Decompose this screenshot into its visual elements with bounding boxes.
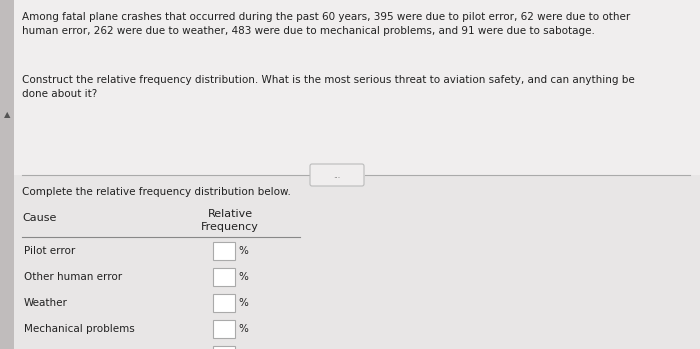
Text: Complete the relative frequency distribution below.: Complete the relative frequency distribu… — [22, 187, 291, 197]
Text: Mechanical problems: Mechanical problems — [24, 324, 134, 334]
Bar — [213, 294, 235, 312]
Text: Cause: Cause — [22, 213, 57, 223]
Text: Construct the relative frequency distribution. What is the most serious threat t: Construct the relative frequency distrib… — [22, 75, 635, 99]
Text: Frequency: Frequency — [201, 222, 259, 232]
Text: ▲: ▲ — [4, 111, 10, 119]
Text: %: % — [238, 324, 248, 334]
Text: %: % — [238, 298, 248, 308]
FancyBboxPatch shape — [310, 164, 364, 186]
Bar — [213, 346, 235, 349]
Text: Among fatal plane crashes that occurred during the past 60 years, 395 were due t: Among fatal plane crashes that occurred … — [22, 12, 630, 36]
Bar — [213, 268, 235, 286]
Bar — [0, 0, 14, 349]
Text: Pilot error: Pilot error — [24, 246, 76, 256]
Bar — [213, 242, 235, 260]
Text: %: % — [238, 272, 248, 282]
Bar — [213, 320, 235, 338]
Text: ...: ... — [333, 171, 341, 179]
Bar — [14, 0, 700, 175]
Text: %: % — [238, 246, 248, 256]
Text: Relative: Relative — [207, 209, 253, 219]
Text: Weather: Weather — [24, 298, 68, 308]
Text: Other human error: Other human error — [24, 272, 122, 282]
Bar — [14, 175, 700, 349]
